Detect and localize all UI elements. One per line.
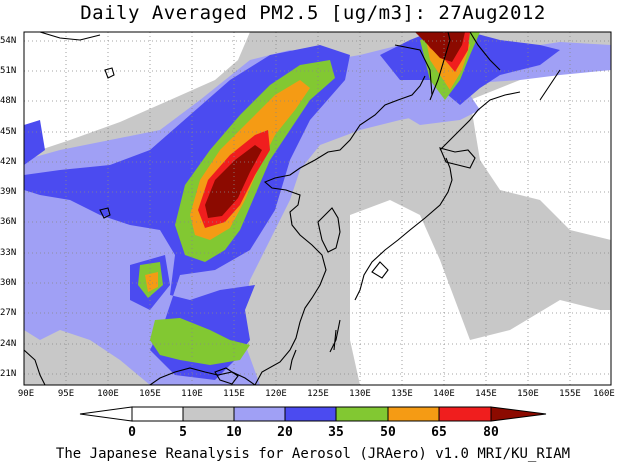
lat-label: 39N [0,187,17,197]
lon-label: 90E [17,389,35,399]
lat-label: 48N [0,96,17,106]
lon-label: 115E [223,389,245,399]
lon-label: 140E [433,389,455,399]
lon-label: 160E [593,389,615,399]
colorbar-bin-50-65 [387,406,440,422]
colorbar-upper-arrow [490,406,547,422]
colorbar-lower-arrow [79,406,133,422]
map-title: Daily Averaged PM2.5 [ug/m3]: 27Aug2012 [80,2,546,24]
lat-label: 30N [0,278,17,288]
lat-label: 42N [0,157,17,167]
colorbar-tick-label: 80 [483,425,499,440]
lat-label: 51N [0,66,17,76]
colorbar-bin-5-10 [182,406,235,422]
colorbar-tick-label: 35 [328,425,344,440]
coastlines [24,32,561,385]
lat-label: 24N [0,339,17,349]
lat-label: 27N [0,308,17,318]
plot-frame [23,31,612,386]
colorbar-bin-20-35 [284,406,337,422]
gridlines [24,32,611,385]
concentration-field [24,32,611,385]
colorbar-tick-label: 65 [431,425,447,440]
colorbar-tick-label: 20 [277,425,293,440]
lon-label: 95E [57,389,75,399]
lon-label: 130E [349,389,371,399]
lat-label: 45N [0,127,17,137]
lon-label: 145E [475,389,497,399]
lon-label: 120E [265,389,287,399]
lon-label: 100E [97,389,119,399]
lon-label: 110E [181,389,203,399]
colorbar-tick-label: 10 [226,425,242,440]
colorbar-tick-label: 50 [380,425,396,440]
colorbar-tick-label: 5 [179,425,187,440]
colorbar-bin-10-20 [233,406,286,422]
colorbar-bin-0-5 [131,406,184,422]
lon-label: 105E [139,389,161,399]
lat-label: 36N [0,217,17,227]
colorbar [79,406,547,422]
lon-label: 155E [559,389,581,399]
lat-label: 21N [0,369,17,379]
colorbar-bin-65-80 [438,406,492,422]
footer-credit: The Japanese Reanalysis for Aerosol (JRA… [55,446,571,462]
lon-label: 135E [391,389,413,399]
lat-label: 33N [0,248,17,258]
lon-label: 125E [307,389,329,399]
lon-label: 150E [517,389,539,399]
lat-label: 54N [0,36,17,46]
colorbar-tick-label: 0 [128,425,136,440]
colorbar-bin-35-50 [335,406,389,422]
